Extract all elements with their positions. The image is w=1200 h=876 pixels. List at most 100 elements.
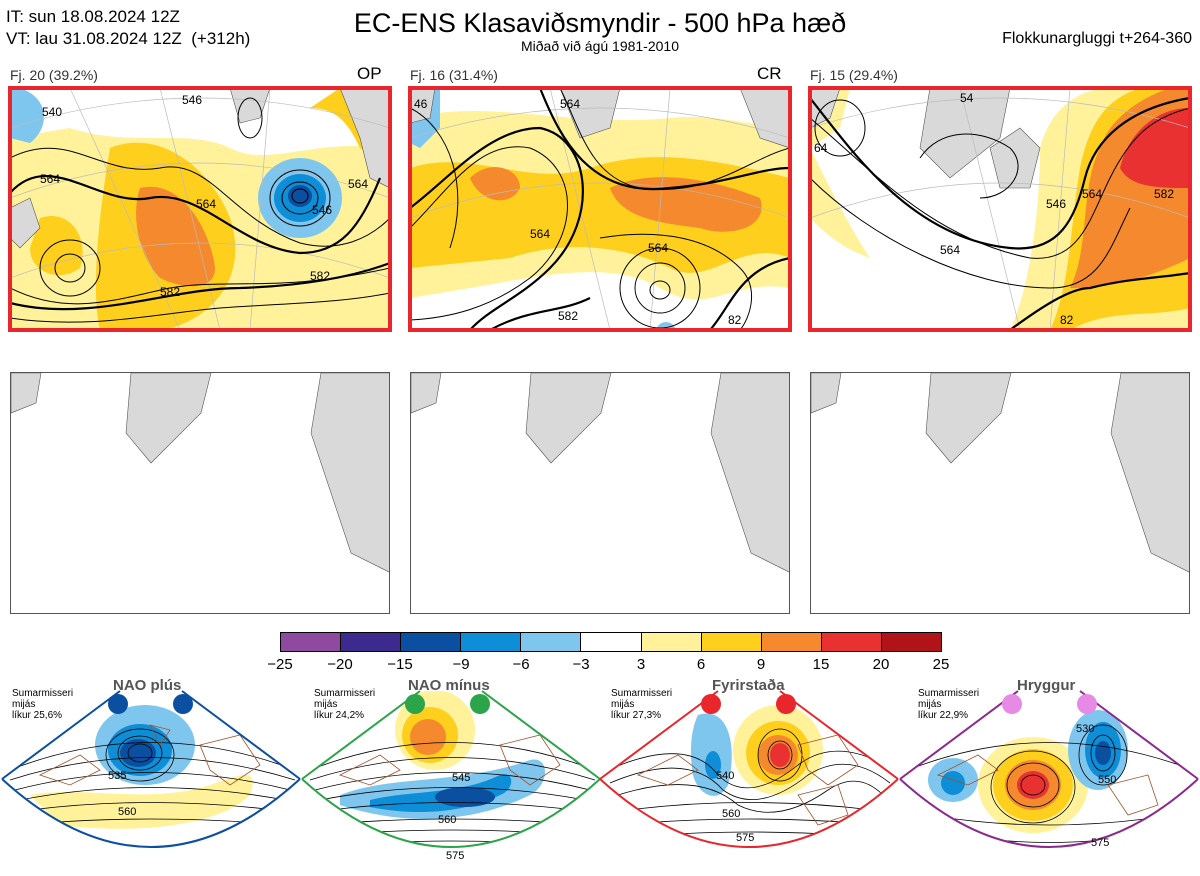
regime-method: mijás [12, 699, 36, 710]
colorbar-swatch [821, 633, 882, 651]
reference-map-1 [10, 372, 390, 614]
regime-method: mijás [611, 699, 635, 710]
regime-nao-minus-title: NAO mínus [408, 677, 490, 694]
cluster-3-contour-label: 64 [814, 141, 828, 155]
cluster-2-map: 46 564 564 564 582 82 [410, 88, 790, 330]
regime-nao-minus-meta: Sumarmisseri mijás líkur 24,2% [314, 688, 375, 721]
reference-landmass-2 [411, 373, 789, 573]
regime-blocking-contour: 560 [722, 808, 740, 820]
regime-ridge-contour: 575 [1091, 837, 1109, 849]
cluster-2-contour-label: 582 [558, 309, 578, 323]
colorbar-swatch [341, 633, 402, 651]
regime-nao-minus: 545 560 575 Sumarmisseri mijás líkur 24,… [300, 675, 602, 871]
colorbar-tick: −15 [387, 656, 413, 673]
regime-blocking-markers [701, 694, 796, 714]
regime-probability: líkur 27,3% [611, 710, 662, 721]
cluster-1-contour-label: 546 [182, 93, 202, 107]
regime-nao-plus-contour: 560 [118, 806, 136, 818]
colorbar-tick: 3 [636, 656, 646, 673]
regime-season: Sumarmisseri [611, 688, 673, 699]
regime-nao-plus-title: NAO plús [113, 677, 182, 694]
regime-nao-minus-contour: 560 [438, 814, 456, 826]
cluster-2-contour-label: 564 [648, 241, 668, 255]
cluster-2-field: 46 564 564 564 582 82 [410, 88, 790, 330]
regime-nao-minus-contour: 575 [446, 850, 464, 862]
colorbar-swatch [401, 633, 462, 651]
colorbar-swatch [701, 633, 762, 651]
regime-marker-dot [1002, 694, 1022, 714]
regime-nao-plus-meta: Sumarmisseri mijás líkur 25,6% [12, 688, 73, 721]
page-title: EC-ENS Klasaviðsmyndir - 500 hPa hæð [353, 8, 847, 38]
cluster-1-contour-label: 564 [348, 177, 368, 191]
regime-blocking-contour: 575 [736, 832, 754, 844]
regime-marker-dot [1077, 694, 1097, 714]
reference-landmass-3 [811, 373, 1189, 573]
run-info: IT: sun 18.08.2024 12Z VT: lau 31.08.202… [6, 6, 250, 50]
regime-nao-plus: 535 560 Sumarmisseri mijás líkur 25,6% N… [0, 675, 302, 871]
regime-probability: líkur 24,2% [314, 710, 365, 721]
colorbar [280, 632, 942, 652]
cluster-2-contour-label: 564 [560, 97, 580, 111]
valid-time: VT: lau 31.08.2024 12Z (+312h) [6, 29, 251, 48]
regime-nao-minus-map: 545 560 575 [301, 690, 601, 862]
cluster-3-contour-label: 54 [960, 91, 974, 105]
cluster-1-label: Fj. 20 (39.2%) [10, 67, 98, 83]
regime-marker-dot [701, 694, 721, 714]
regime-nao-minus-contour: 545 [452, 772, 470, 784]
colorbar-tick: 9 [756, 656, 766, 673]
regime-ridge-contour: 530 [1076, 723, 1094, 735]
regime-ridge-title: Hryggur [1017, 677, 1076, 694]
cluster-1-contour-label: 582 [160, 285, 180, 299]
colorbar-tick: 15 [812, 656, 830, 673]
regime-season: Sumarmisseri [314, 688, 376, 699]
cluster-1-map: 540 546 564 564 564 546 582 582 [10, 88, 390, 330]
cluster-1-contour-label: 564 [196, 197, 216, 211]
cluster-2-contour-label: 82 [728, 313, 742, 327]
colorbar-swatch [641, 633, 702, 651]
colorbar-swatch [761, 633, 822, 651]
colorbar-swatch [881, 633, 942, 651]
regime-blocking: 540 560 575 Sumarmisseri mijás líkur 27,… [598, 675, 900, 871]
cluster-1-contour-label: 564 [40, 172, 60, 186]
regime-marker-dot [173, 694, 193, 714]
init-time: IT: sun 18.08.2024 12Z [6, 7, 180, 26]
colorbar-tick: 6 [696, 656, 706, 673]
cluster-3-contour-label: 564 [940, 243, 960, 257]
regime-nao-plus-markers [108, 694, 193, 714]
regime-marker-dot [405, 694, 425, 714]
page-subtitle: Miðað við ágú 1981-2010 [520, 38, 679, 54]
cluster-3-contour-label: 82 [1060, 313, 1074, 327]
reference-landmass-1 [11, 373, 389, 573]
cluster-3-field: 54 64 546 564 564 582 82 [810, 88, 1190, 330]
regime-blocking-meta: Sumarmisseri mijás líkur 27,3% [611, 688, 672, 721]
regime-method: mijás [918, 699, 942, 710]
colorbar-tick: −6 [512, 656, 530, 673]
regime-probability: líkur 25,6% [12, 710, 63, 721]
colorbar-swatch [461, 633, 522, 651]
cluster-3-contour-label: 564 [1082, 187, 1102, 201]
regime-probability: líkur 22,9% [918, 710, 969, 721]
cluster-3-label: Fj. 15 (29.4%) [810, 67, 898, 83]
colorbar-tick: −25 [267, 656, 293, 673]
regime-nao-plus-contour: 535 [108, 770, 126, 782]
classification-window: Flokkunargluggi t+264-360 [1002, 30, 1192, 47]
cluster-1-contour-label: 546 [312, 203, 332, 217]
cluster-3-contour-label: 582 [1154, 187, 1174, 201]
regime-blocking-title: Fyrirstaða [712, 677, 785, 694]
colorbar-tick: −9 [452, 656, 470, 673]
colorbar-swatch [281, 633, 342, 651]
colorbar-tick: −3 [572, 656, 590, 673]
reference-map-2 [410, 372, 790, 614]
colorbar-swatch [581, 633, 642, 651]
colorbar-tick: 20 [872, 656, 890, 673]
cluster-1-contour-label: 582 [310, 269, 330, 283]
cluster-3-map: 54 64 546 564 564 582 82 [810, 88, 1190, 330]
regime-season: Sumarmisseri [918, 688, 980, 699]
regime-ridge-map: 530 550 575 [899, 690, 1199, 849]
cluster-2-contour-label: 564 [530, 227, 550, 241]
regime-method: mijás [314, 699, 338, 710]
regime-ridge-markers [1002, 694, 1097, 714]
regime-marker-dot [776, 694, 796, 714]
cluster-3-contour-label: 546 [1046, 197, 1066, 211]
regime-blocking-map: 540 560 575 [599, 690, 899, 848]
